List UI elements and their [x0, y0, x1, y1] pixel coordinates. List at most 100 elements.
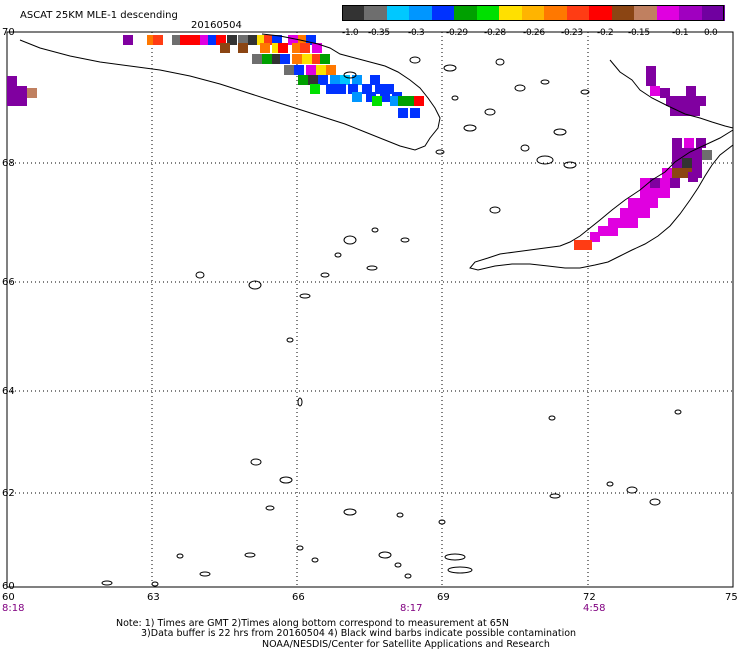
data-cell: [406, 96, 416, 106]
data-cell: [326, 84, 336, 94]
colorbar-swatch: [386, 5, 410, 21]
data-cell: [238, 43, 248, 53]
lat-label-64: 64: [2, 386, 15, 397]
data-cell: [262, 54, 272, 64]
data-cell: [398, 96, 408, 106]
data-cell: [260, 43, 270, 53]
colorbar-frame: [342, 5, 724, 21]
data-cell: [7, 86, 17, 96]
coastline-east: [469, 129, 734, 271]
data-cell: [292, 43, 302, 53]
data-cell: [227, 35, 237, 45]
data-cell: [292, 54, 302, 64]
data-cell: [284, 65, 294, 75]
note-line-2: 3)Data buffer is 22 hrs from 20160504 4)…: [141, 628, 577, 639]
product-title: ASCAT 25KM MLE-1 descending: [20, 10, 178, 21]
colorbar-swatch: [611, 5, 635, 21]
data-cell: [7, 76, 17, 86]
data-cell: [686, 86, 696, 96]
data-cell: [582, 240, 592, 250]
data-cell: [208, 35, 218, 45]
data-cell: [302, 54, 312, 64]
data-cell: [326, 65, 336, 75]
data-cell: [660, 188, 670, 198]
data-cell: [272, 43, 282, 53]
data-cell: [688, 172, 698, 182]
data-cell: [336, 84, 346, 94]
data-cell: [690, 106, 700, 116]
data-cell: [648, 198, 658, 208]
data-cell: [362, 84, 372, 94]
data-cell: [618, 218, 628, 228]
data-cell: [330, 75, 340, 85]
colorbar-swatch: [364, 5, 388, 21]
data-cell: [684, 138, 694, 148]
colorbar-label: -0.2: [597, 28, 614, 38]
note-line-1: Note: 1) Times are GMT 2)Times along bot…: [116, 618, 509, 629]
data-cell: [638, 198, 648, 208]
data-cell: [352, 92, 362, 102]
data-cell: [320, 54, 330, 64]
colorbar-swatch: [476, 5, 500, 21]
data-cell: [608, 226, 618, 236]
data-cell: [352, 75, 362, 85]
colorbar-label: -1.0: [342, 28, 359, 38]
lon-label-72: 72: [583, 592, 596, 603]
data-cell: [692, 148, 702, 158]
data-cell: [190, 35, 200, 45]
data-cell: [672, 138, 682, 148]
data-cell: [640, 208, 650, 218]
data-cell: [670, 178, 680, 188]
data-cell: [340, 75, 350, 85]
data-cell: [220, 43, 230, 53]
data-cell: [410, 108, 420, 118]
data-cell: [306, 35, 316, 45]
data-cell: [308, 75, 318, 85]
data-cell: [272, 54, 282, 64]
data-cell: [312, 43, 322, 53]
coastline: [19, 33, 734, 587]
data-cell: [370, 75, 380, 85]
colorbar-label: -0.29: [446, 28, 468, 38]
colorbar-label: -0.3: [408, 28, 425, 38]
data-cell: [348, 84, 358, 94]
data-cell: [650, 188, 660, 198]
time-label-1: 8:18: [2, 603, 25, 614]
data-cell: [650, 86, 660, 96]
data-cell: [288, 35, 298, 45]
colorbar-swatch: [656, 5, 680, 21]
data-cell: [696, 138, 706, 148]
data-cell: [310, 84, 320, 94]
data-cell: [628, 218, 638, 228]
data-cell: [248, 35, 258, 45]
data-cell: [238, 35, 248, 45]
data-cell: [650, 178, 660, 188]
data-cell: [278, 43, 288, 53]
data-cell: [390, 96, 400, 106]
data-cell: [676, 96, 686, 106]
plot-frame: [6, 31, 734, 588]
data-cell: [640, 188, 650, 198]
colorbar-swatch: [521, 5, 545, 21]
data-cell: [660, 88, 670, 98]
data-cell: [216, 35, 226, 45]
colorbar-swatch: [634, 5, 658, 21]
data-cell: [306, 65, 316, 75]
data-cell: [153, 35, 163, 45]
data-cell: [702, 150, 712, 160]
colorbar-swatch: [431, 5, 455, 21]
data-cell: [662, 168, 672, 178]
data-cell: [682, 168, 692, 178]
data-cell: [398, 108, 408, 118]
coastline-north: [19, 33, 441, 151]
data-cell: [264, 35, 274, 45]
colorbar-label: -0.1: [672, 28, 689, 38]
data-cell: [682, 158, 692, 168]
data-cell: [180, 35, 190, 45]
colorbar-swatch: [701, 5, 725, 21]
colorbar-label: -0.35: [368, 28, 390, 38]
colorbar-swatch: [342, 5, 365, 21]
data-cell: [123, 35, 133, 45]
colorbar-label: -0.15: [628, 28, 650, 38]
data-cell: [272, 35, 282, 45]
